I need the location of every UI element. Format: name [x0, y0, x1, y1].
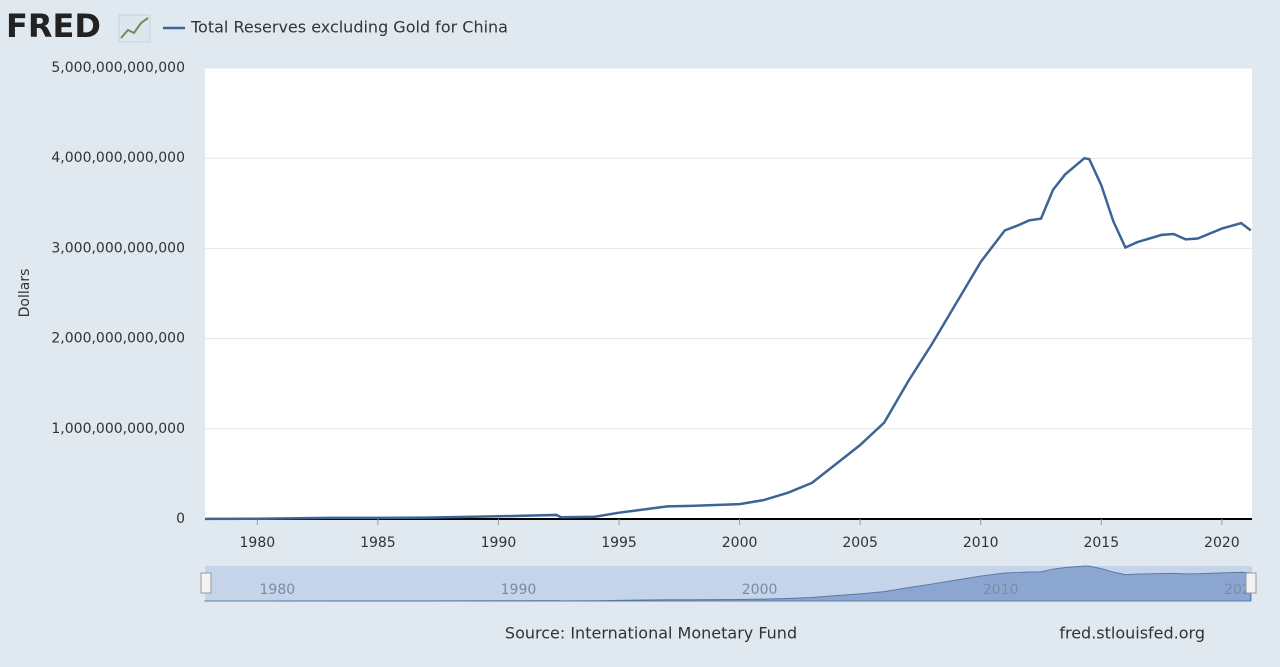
y-tick-label: 2,000,000,000,000: [51, 331, 185, 347]
x-tick-label: 2005: [842, 535, 878, 551]
navigator-tick-label: 2000: [742, 582, 778, 598]
site-link[interactable]: fred.stlouisfed.org: [1059, 624, 1205, 643]
navigator-handle[interactable]: [1245, 572, 1257, 594]
data-line: [204, 156, 1252, 521]
x-tick-label: 2020: [1204, 535, 1240, 551]
navigator-labels: 1980 1990 2000 2010 2020: [260, 582, 1260, 598]
navigator-handle[interactable]: [200, 572, 212, 594]
navigator-tick-label: 1990: [501, 582, 537, 598]
y-tick-label: 3,000,000,000,000: [51, 240, 185, 256]
y-tick-label: 1,000,000,000,000: [51, 421, 185, 437]
brand-logo[interactable]: FRED: [6, 7, 101, 45]
navigator-tick-label: 2010: [983, 582, 1019, 598]
navigator-tick-label: 1980: [260, 582, 296, 598]
logo-icon: [118, 14, 151, 43]
x-tick-label: 2015: [1083, 535, 1119, 551]
navigator-tick-label: 2020: [1224, 582, 1260, 598]
y-tick-label: 4,000,000,000,000: [51, 150, 185, 166]
legend-label[interactable]: Total Reserves excluding Gold for China: [190, 18, 508, 37]
y-tick-label: 0: [176, 511, 185, 527]
x-tick-label: 1995: [601, 535, 637, 551]
x-tick-label: 1985: [360, 535, 396, 551]
y-tick-label: 5,000,000,000,000: [51, 60, 185, 76]
x-tick-label: 2010: [963, 535, 999, 551]
y-axis-label: Dollars: [17, 269, 33, 318]
plot-area: [205, 68, 1252, 519]
x-tick-label: 1990: [481, 535, 517, 551]
x-tick-label: 2000: [722, 535, 758, 551]
source: Source: International Monetary Fund: [505, 624, 797, 643]
navigator-area: [204, 565, 1252, 602]
x-tick-label: 1980: [240, 535, 276, 551]
